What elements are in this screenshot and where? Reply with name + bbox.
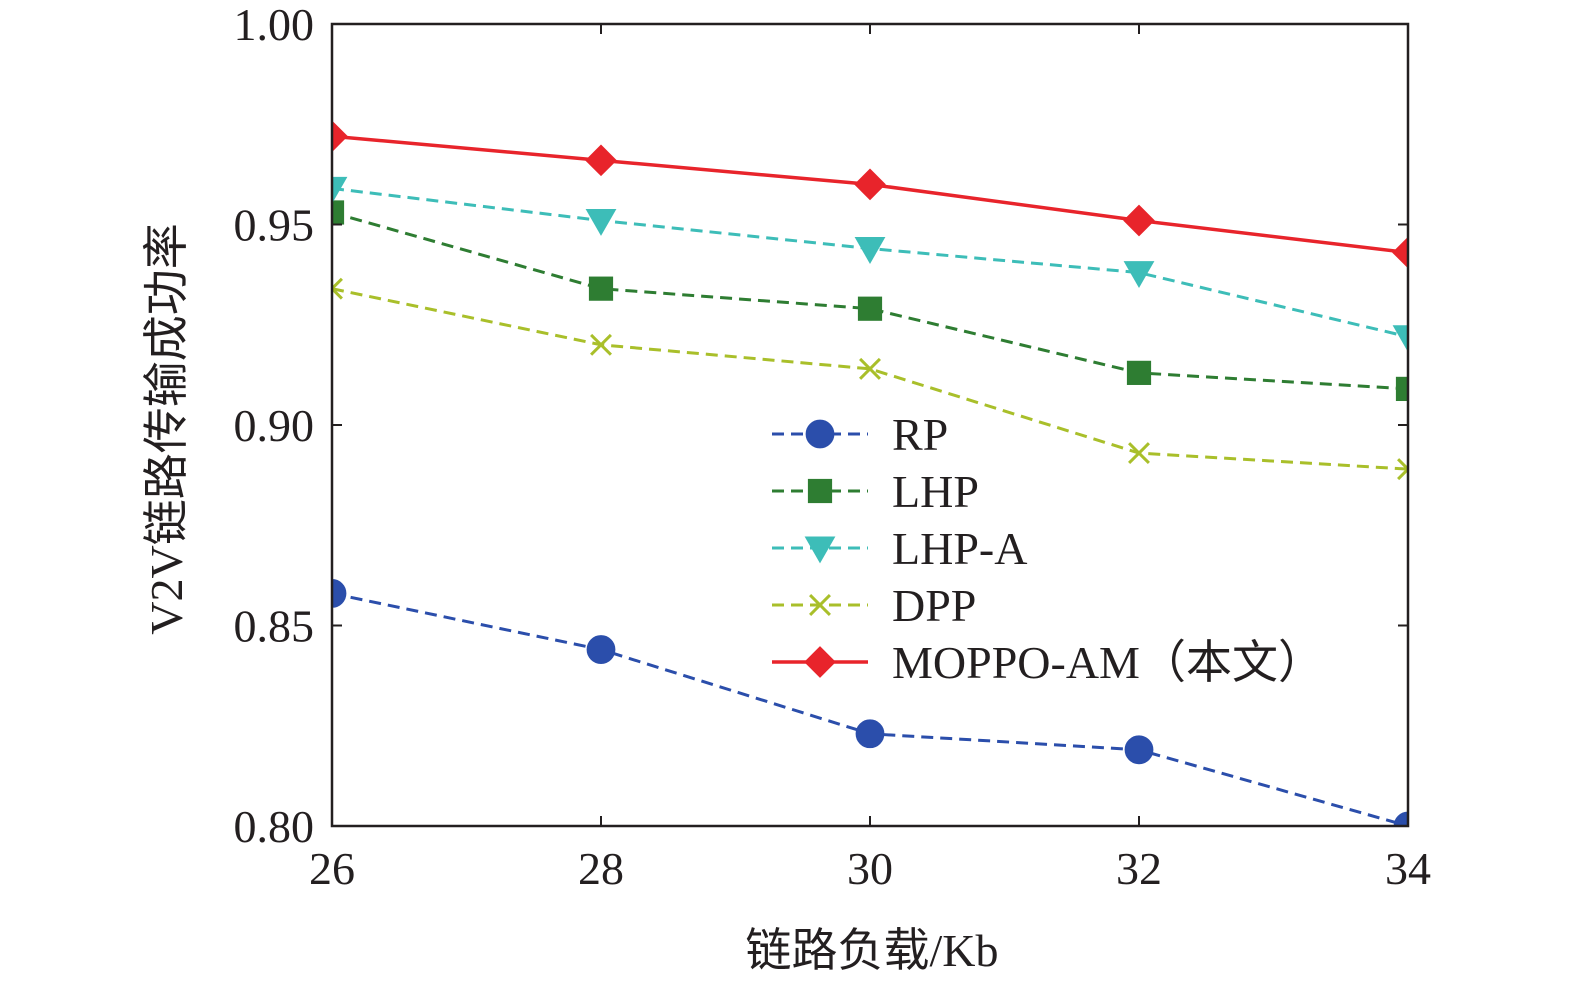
x-tick-label: 26 bbox=[309, 843, 355, 894]
data-point-1-0 bbox=[332, 200, 345, 225]
plot-background bbox=[332, 24, 1408, 826]
data-point-2-0 bbox=[332, 176, 348, 204]
series-1 bbox=[332, 200, 1408, 402]
legend-label-2: LHP-A bbox=[892, 523, 1027, 574]
legend-marker-3 bbox=[809, 594, 831, 616]
legend-label-3: DPP bbox=[892, 580, 976, 631]
data-point-2-2 bbox=[854, 237, 886, 264]
data-point-2-4 bbox=[1392, 325, 1408, 353]
x-marker-stroke bbox=[1397, 466, 1408, 481]
data-point-1-1 bbox=[588, 276, 614, 301]
series-2 bbox=[332, 176, 1408, 353]
x-marker-stroke bbox=[590, 333, 612, 356]
x-tick-label: 30 bbox=[847, 843, 893, 894]
x-tick-label: 32 bbox=[1116, 843, 1162, 894]
y-tick-label: 0.95 bbox=[234, 200, 315, 251]
series-4 bbox=[332, 120, 1408, 269]
data-point-4-1 bbox=[585, 144, 617, 177]
plot-area bbox=[332, 24, 1408, 826]
series-3 bbox=[332, 277, 1408, 481]
legend-label-0: RP bbox=[892, 409, 948, 460]
legend-marker-1 bbox=[807, 478, 833, 504]
x-marker-stroke bbox=[332, 277, 343, 291]
legend-label-1: LHP bbox=[892, 466, 979, 517]
data-point-4-3 bbox=[1123, 204, 1155, 237]
x-marker-stroke bbox=[332, 286, 343, 300]
data-point-0-1 bbox=[586, 635, 616, 664]
axes-layer: 26 28 30 32 34 0.80 0.85 0.90 0.95 1.00 bbox=[234, 0, 1432, 894]
y-tick-label: 0.80 bbox=[234, 801, 315, 852]
y-tick-label: 1.00 bbox=[234, 0, 315, 50]
x-marker-stroke bbox=[859, 357, 881, 380]
data-point-1-2 bbox=[857, 296, 883, 321]
x-tick-label: 34 bbox=[1385, 843, 1431, 894]
data-point-4-0 bbox=[332, 120, 348, 153]
x-marker-stroke bbox=[1397, 458, 1408, 472]
data-point-0-2 bbox=[855, 719, 885, 749]
data-point-1-4 bbox=[1395, 376, 1408, 402]
series-layer bbox=[332, 120, 1408, 826]
x-axis-title: 链路负载/Kb bbox=[746, 925, 999, 976]
data-point-0-3 bbox=[1124, 735, 1154, 765]
legend-item-0: RP bbox=[772, 409, 948, 460]
data-point-0-0 bbox=[332, 579, 347, 608]
legend-item-4: MOPPO-AM（本文） bbox=[772, 637, 1324, 688]
legend-item-3: DPP bbox=[772, 580, 976, 631]
y-tick-label: 0.90 bbox=[234, 400, 315, 451]
legend-marker-0 bbox=[805, 419, 835, 449]
x-marker-stroke bbox=[809, 594, 831, 616]
x-marker-stroke bbox=[1128, 442, 1150, 465]
legend-item-2: LHP-A bbox=[772, 523, 1027, 574]
series-line-1 bbox=[332, 211, 1408, 391]
legend-item-1: LHP bbox=[772, 466, 979, 517]
data-point-4-2 bbox=[854, 168, 886, 201]
y-axis-title: V2V链路传输成功率 bbox=[141, 223, 192, 634]
legend-label-4: MOPPO-AM（本文） bbox=[892, 637, 1324, 688]
data-point-3-4 bbox=[1397, 458, 1408, 481]
y-tick-label: 0.85 bbox=[234, 601, 315, 652]
data-point-1-3 bbox=[1126, 360, 1152, 385]
data-point-2-3 bbox=[1123, 261, 1155, 289]
data-point-4-4 bbox=[1392, 236, 1408, 269]
legend: RP LHP LHP-A DPP MOPPO-AM（本文） bbox=[772, 409, 1324, 688]
data-point-3-0 bbox=[332, 277, 343, 300]
legend-marker-4 bbox=[804, 646, 836, 678]
data-point-3-1 bbox=[590, 333, 612, 356]
legend-marker-2 bbox=[804, 536, 836, 564]
data-point-2-1 bbox=[585, 208, 617, 236]
data-point-3-3 bbox=[1128, 442, 1150, 465]
data-point-3-2 bbox=[859, 357, 881, 380]
x-tick-label: 28 bbox=[578, 843, 624, 894]
series-line-3 bbox=[332, 287, 1408, 471]
